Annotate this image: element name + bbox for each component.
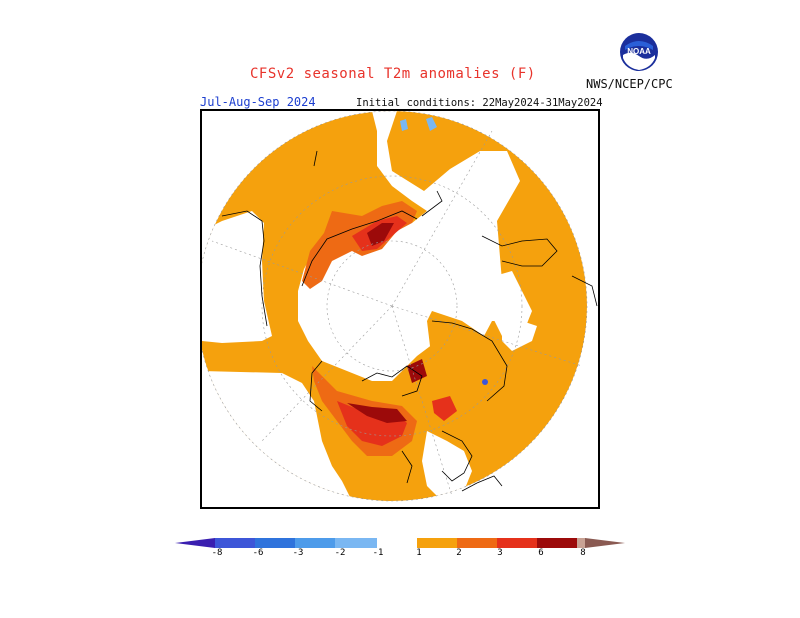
legend-swatch-7 [497,538,537,548]
legend-swatch-9 [577,538,585,548]
coastlines [221,150,598,492]
polar-map [200,109,600,509]
neutral-greenland-west [477,271,532,336]
legend-tick-label: -6 [252,548,264,558]
legend-swatch-4 [335,538,377,548]
legend-swatch-6 [457,538,497,548]
legend-colorbar [175,538,625,548]
legend-swatch-1 [215,538,255,548]
svg-text:NOAA: NOAA [627,47,651,56]
legend-swatch-2 [255,538,295,548]
cold-patch-1 [400,119,408,131]
agency-label: NWS/NCEP/CPC [586,77,673,91]
graticule [202,111,588,502]
cold-anomaly-dot [482,379,488,385]
legend-tick-label: 6 [538,548,544,558]
chart-title: CFSv2 seasonal T2m anomalies (F) [250,66,536,82]
baffin-red [432,396,457,421]
legend-tick-label: -2 [334,548,346,558]
legend-tick-label: 8 [580,548,586,558]
north-america-dark-red [347,403,407,423]
legend-tick-label: -3 [292,548,304,558]
season-label: Jul-Aug-Sep 2024 [200,95,316,109]
legend-tick-label: -1 [372,548,384,558]
legend-tick-label: 1 [416,548,422,558]
legend-swatch-neutral [377,538,417,548]
legend-swatch-5 [417,538,457,548]
neutral-pacific [202,211,272,343]
legend-tick-label: -8 [211,548,223,558]
legend-tick-label: 2 [456,548,462,558]
noaa-logo: NOAA [619,32,659,72]
legend-swatch-min [175,538,215,548]
cold-patch-2 [426,117,437,131]
legend-swatch-max [585,538,625,548]
legend-swatch-3 [295,538,335,548]
neutral-hudson [422,431,472,501]
siberia-dark-red [367,223,394,246]
initial-conditions-label: Initial conditions: 22May2024-31May2024 [356,97,603,109]
legend-tick-label: 3 [497,548,503,558]
